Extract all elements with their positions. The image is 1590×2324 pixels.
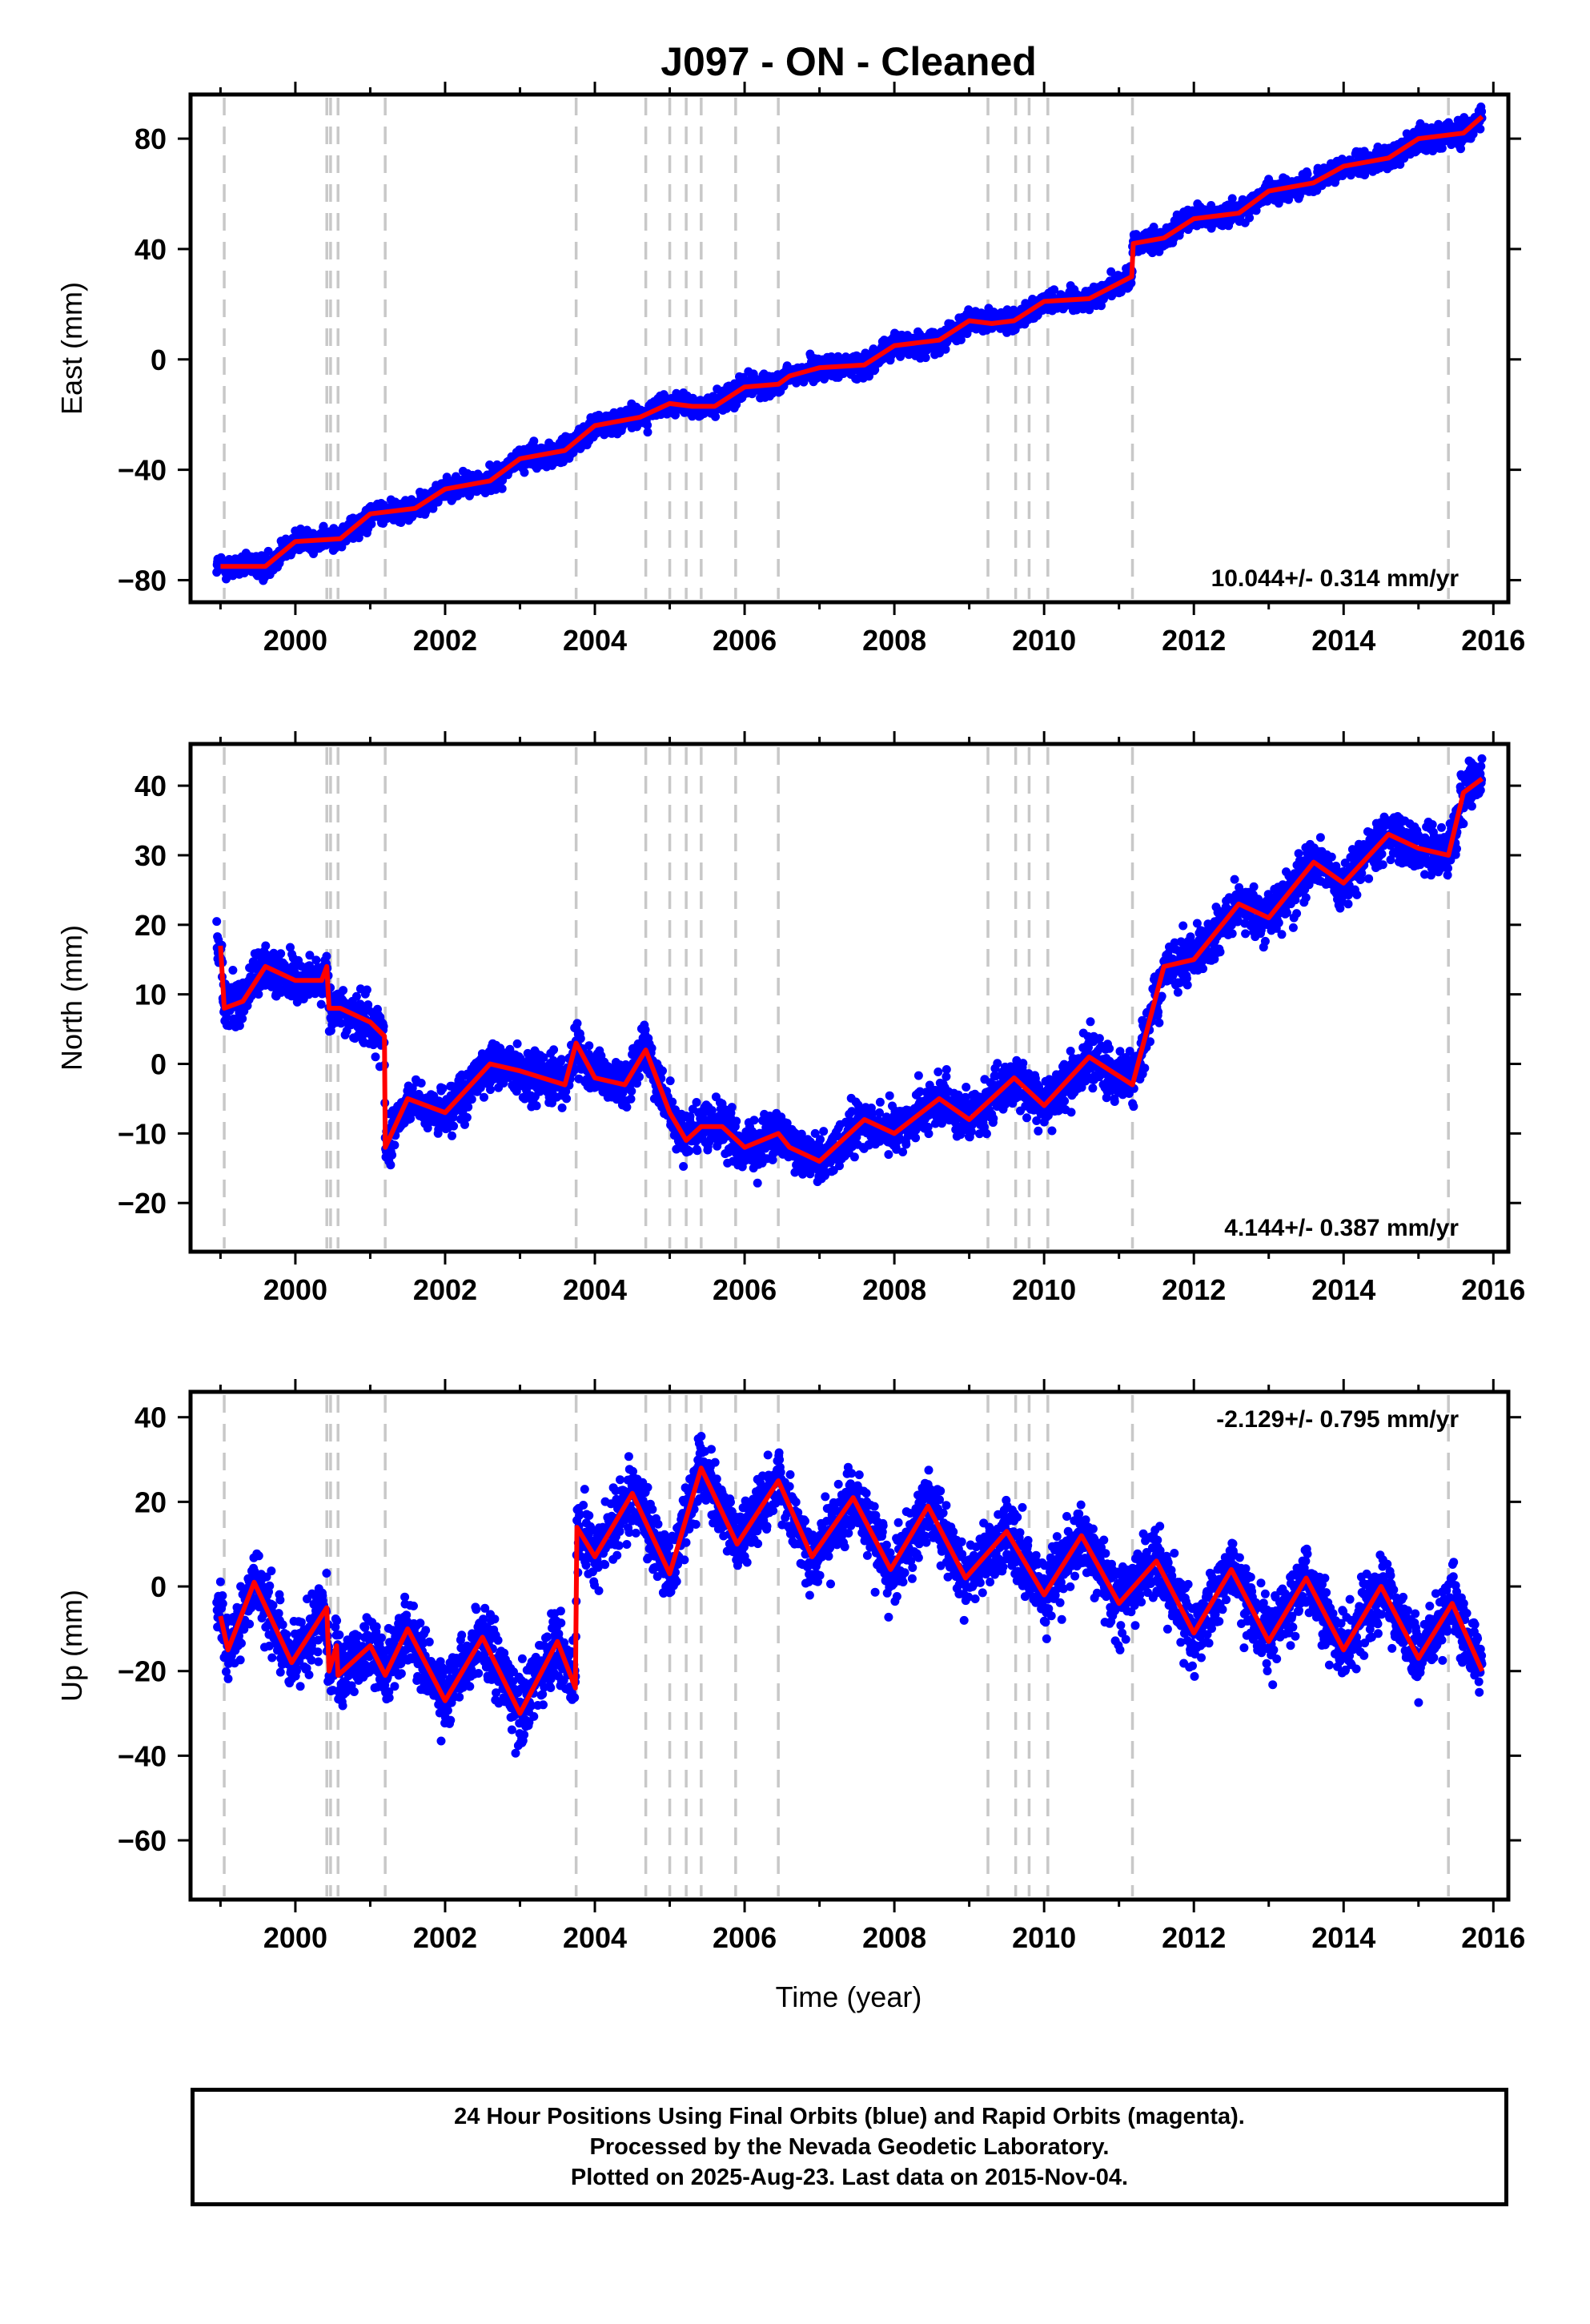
x-tick-label: 2014	[1311, 1273, 1375, 1306]
x-axis-label: Time (year)	[776, 1980, 922, 2013]
plot-frame-north	[188, 742, 1511, 1254]
y-tick-label: 0	[151, 1048, 167, 1081]
y-tick-label: −40	[118, 454, 167, 487]
y-tick-label: −80	[118, 564, 167, 597]
x-tick-label: 2016	[1461, 624, 1525, 657]
model-line-north	[218, 776, 1484, 1164]
y-tick-label: 20	[135, 1486, 167, 1518]
footer-box: 24 Hour Positions Using Final Orbits (bl…	[191, 2088, 1508, 2206]
x-tick-label: 2016	[1461, 1921, 1525, 1954]
x-tick-label: 2008	[862, 1273, 926, 1306]
y-tick-label: −20	[118, 1655, 167, 1688]
x-tick-label: 2010	[1012, 1921, 1076, 1954]
x-tick-label: 2000	[263, 624, 327, 657]
x-tick-label: 2014	[1311, 1921, 1375, 1954]
y-tick-label: 20	[135, 909, 167, 942]
x-tick-label: 2016	[1461, 1273, 1525, 1306]
x-tick-label: 2006	[713, 1921, 777, 1954]
y-tick-label: 80	[135, 123, 167, 155]
x-tick-label: 2002	[413, 1273, 477, 1306]
panel-up: 2000 2002 2004 2006 2008 2010 2012 2014 2016 40 20…	[55, 1379, 1525, 1954]
model-line-up	[218, 1466, 1485, 1716]
x-tick-label: 2014	[1311, 624, 1375, 657]
x-tick-label: 2002	[413, 1921, 477, 1954]
x-tick-label: 2008	[862, 624, 926, 657]
rate-label: 10.044+/- 0.314 mm/yr	[1211, 565, 1460, 592]
y-tick-label: 10	[135, 979, 167, 1011]
x-tick-label: 2012	[1162, 624, 1226, 657]
x-tick-label: 2004	[563, 1273, 627, 1306]
x-tick-label: 2012	[1162, 1921, 1226, 1954]
x-tick-label: 2000	[263, 1273, 327, 1306]
x-tick-label: 2002	[413, 624, 477, 657]
y-tick-label: 40	[135, 1401, 167, 1434]
y-tick-label: 40	[135, 770, 167, 802]
x-tick-label: 2010	[1012, 624, 1076, 657]
observations-up	[212, 1432, 1487, 1758]
y-axis-label: East (mm)	[55, 282, 88, 415]
x-tick-label: 2004	[563, 624, 627, 657]
y-tick-label: 0	[151, 344, 167, 376]
panel-north: 2000 2002 2004 2006 2008 2010 2012 2014 20164030…	[55, 731, 1525, 1306]
model-line-east	[220, 115, 1484, 569]
x-tick-label: 2008	[862, 1921, 926, 1954]
plot-frame-east	[188, 92, 1511, 605]
plot-frame-up	[188, 1389, 1511, 1902]
x-tick-label: 2012	[1162, 1273, 1226, 1306]
x-tick-label: 2010	[1012, 1273, 1076, 1306]
y-tick-label: 0	[151, 1570, 167, 1603]
x-tick-label: 2004	[563, 1921, 627, 1954]
y-tick-label: 30	[135, 839, 167, 872]
rate-label: -2.129+/- 0.795 mm/yr	[1216, 1406, 1459, 1433]
panel-east: 2000 2002 2004 2006 2008 2010 2012 2014 2016 80 40…	[55, 82, 1525, 657]
x-tick-label: 2006	[713, 1273, 777, 1306]
panels: 2000 2002 2004 2006 2008 2010 2012 2014 20168040…	[55, 82, 1525, 1954]
chart-title: J097 - ON - Cleaned	[660, 39, 1037, 84]
footer-line-1: 24 Hour Positions Using Final Orbits (bl…	[454, 2104, 1245, 2129]
y-axis-label: North (mm)	[55, 925, 88, 1071]
y-tick-label: −10	[118, 1117, 167, 1150]
observations-east	[212, 103, 1487, 585]
y-tick-label: −60	[118, 1824, 167, 1857]
y-tick-label: 40	[135, 233, 167, 266]
x-tick-label: 2000	[263, 1921, 327, 1954]
footer-line-2: Processed by the Nevada Geodetic Laborat…	[589, 2134, 1110, 2160]
observations-north	[212, 754, 1487, 1188]
y-tick-label: −20	[118, 1187, 167, 1220]
y-tick-label: −40	[118, 1739, 167, 1772]
footer-line-3: Plotted on 2025-Aug-23. Last data on 201…	[570, 2165, 1129, 2190]
y-axis-label: Up (mm)	[55, 1590, 88, 1702]
x-tick-label: 2006	[713, 624, 777, 657]
rate-label: 4.144+/- 0.387 mm/yr	[1224, 1215, 1459, 1241]
